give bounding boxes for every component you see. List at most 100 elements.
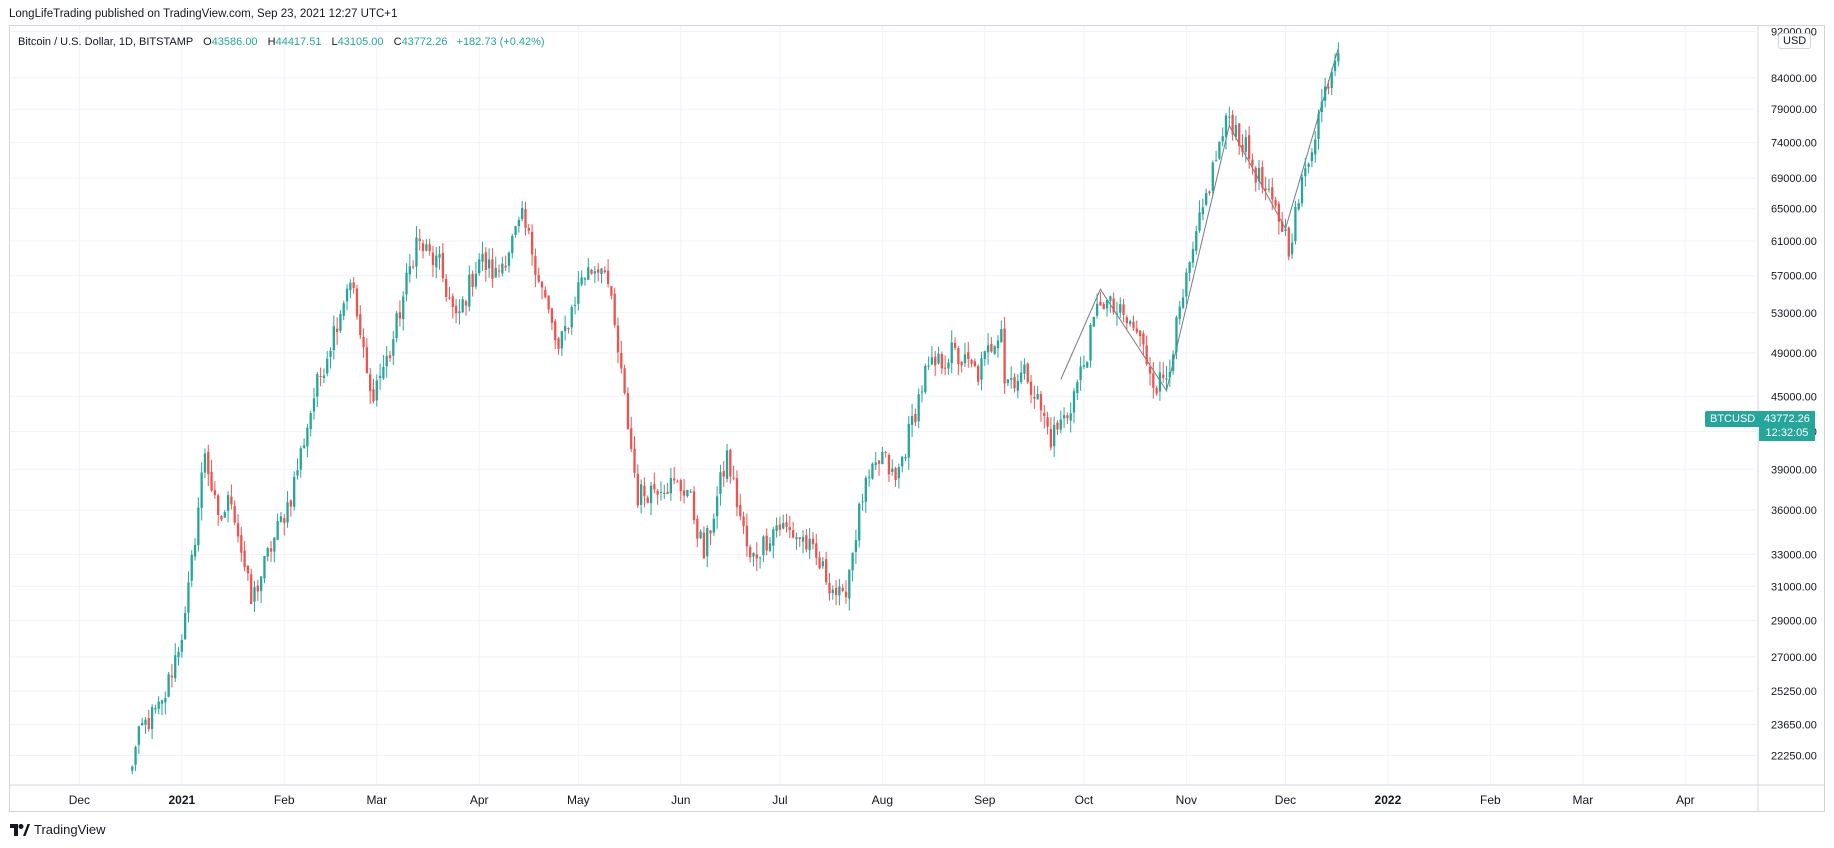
candle-body [1062,415,1066,419]
candle [732,465,735,481]
candle [980,351,983,391]
candle [246,564,250,581]
candle-body [1115,313,1119,315]
candle [1310,148,1314,168]
candle-body [1089,324,1092,361]
candle [818,551,821,570]
candle [943,355,947,376]
candle [445,274,448,302]
candle-body [1155,388,1158,394]
candle [1145,335,1148,366]
candle [1257,160,1261,191]
brand-name: TradingView [34,822,106,837]
candle-body [240,535,243,553]
candle-body [775,525,778,531]
candle-body [901,456,904,467]
candle [1201,198,1205,221]
candle-body [963,354,967,364]
candle [702,526,706,560]
candle [590,268,593,275]
candle-body [811,538,815,545]
candle-body [613,293,616,326]
candle [749,544,752,563]
candle-body [1125,317,1129,324]
candle-body [924,365,927,393]
candle [983,350,986,366]
candle [973,358,977,368]
candle-body [616,325,620,353]
candle-body [725,450,729,479]
candle-body [583,278,587,280]
candle [1333,53,1337,77]
candle [253,580,256,612]
candle [203,448,207,479]
candle [223,509,226,518]
candle-body [1016,380,1019,391]
candle-body [782,523,785,529]
chart-frame[interactable] [9,25,1825,812]
candle [1323,77,1327,108]
candle [1019,360,1023,385]
candle [1165,365,1168,392]
candle [491,248,494,288]
candle [1095,293,1099,319]
candle [1337,42,1340,67]
change-value: +182.73 (+0.42%) [456,36,545,48]
candle [1211,160,1214,197]
candle-body [187,582,190,613]
candle-body [831,589,834,594]
bar-countdown: 12:32:05 [1765,427,1809,439]
candle-body [322,375,326,378]
candle-body [1228,116,1231,118]
candle-body [157,701,160,709]
x-tick-label: Jul [772,793,787,807]
candle [1254,166,1257,192]
candle [682,478,686,504]
candle [1181,288,1185,310]
candle [372,378,375,404]
candle [1271,177,1274,211]
candle-body [286,502,289,523]
publish-info: LongLifeTrading published on TradingView… [9,8,398,20]
candle [785,513,788,533]
candle-body [643,485,646,497]
candle-body [877,460,881,464]
low-value: 43105.00 [337,36,384,48]
candle [468,265,471,312]
tradingview-logo[interactable]: TradingView [10,822,106,837]
candle-body [1158,372,1162,392]
candle-body [1244,137,1247,152]
candle-body [1257,167,1261,182]
candle-body [435,255,438,268]
candle [1264,177,1267,201]
currency-button[interactable]: USD [1778,33,1812,49]
candle-body [950,342,953,364]
candle-body [973,361,977,367]
candle [309,410,312,437]
candle-body [352,282,355,289]
candle [1178,300,1181,325]
candle-body [339,314,342,331]
candle [187,571,190,623]
candle [530,224,534,266]
y-tick-label: 65000.00 [1771,204,1817,216]
candle [1277,201,1281,235]
candle [676,479,679,483]
candle-body [1162,374,1165,378]
candle [398,300,402,327]
candle-body [557,338,560,349]
candle-body [623,368,626,393]
candle-body [544,289,547,298]
tradingview-logo-icon [10,823,30,836]
candle-body [1261,167,1264,188]
candle [765,528,768,556]
candle-body [749,546,752,558]
candle [930,346,934,366]
candle [478,253,481,277]
candle [1132,315,1135,331]
candle-body [471,273,474,288]
candle [560,330,563,356]
candle [907,416,910,470]
candle [990,337,993,353]
